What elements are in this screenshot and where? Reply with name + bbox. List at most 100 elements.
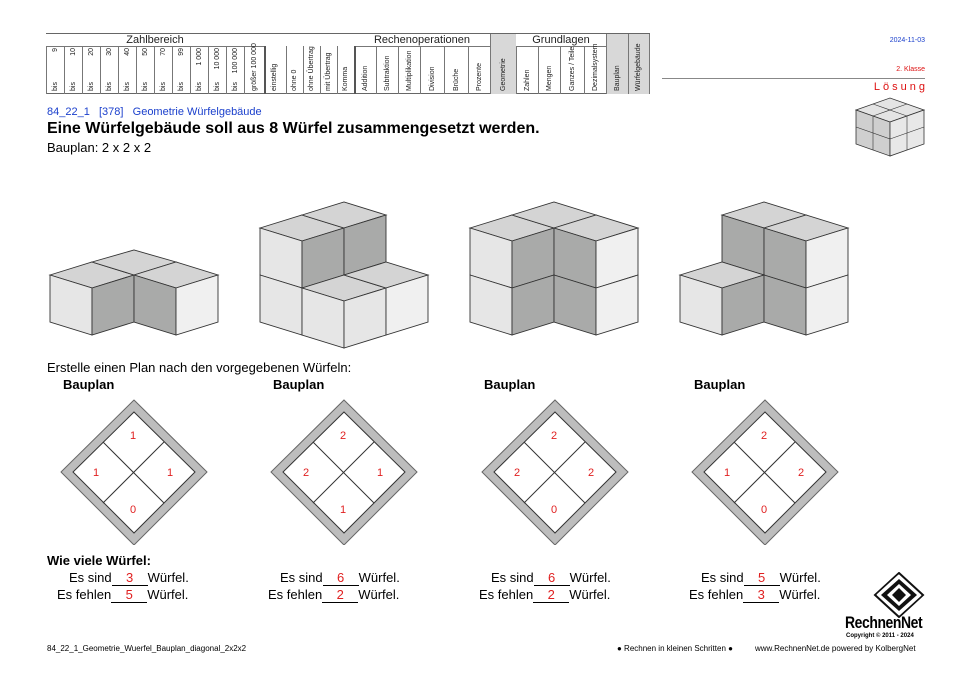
- zb-bis: bis: [51, 82, 59, 91]
- col-mengen: Mengen: [545, 65, 553, 91]
- plan-label-1: Bauplan: [63, 377, 115, 392]
- plan2-left: 2: [303, 467, 310, 479]
- plan3-bottom: 0: [551, 504, 558, 516]
- answer-field[interactable]: 6: [533, 570, 570, 586]
- col-wuerfelgebaeude: Würfelgebäude: [635, 43, 642, 91]
- copyright: Copyright © 2011 - 2024: [846, 633, 914, 639]
- cube-figure-4: [678, 201, 850, 336]
- plan4-left: 1: [724, 467, 731, 479]
- col-prozente: Prozente: [475, 62, 483, 91]
- unit: Würfel.: [358, 587, 400, 602]
- zb-bis: bis: [195, 82, 203, 91]
- answer-field[interactable]: 2: [322, 587, 359, 603]
- col-brueche: Brüche: [452, 68, 460, 91]
- answer-field[interactable]: 3: [743, 587, 780, 603]
- col-zahlen: Zahlen: [523, 69, 531, 91]
- col-geometrie: Geometrie: [499, 58, 507, 91]
- cube-thumbnail: [854, 96, 926, 158]
- answer-field[interactable]: 5: [111, 587, 148, 603]
- task-number: [378]: [99, 106, 124, 118]
- question: Wie viele Würfel:: [47, 553, 151, 568]
- col-addition: Addition: [362, 65, 369, 91]
- answer-missing-4: Es fehlen 3 Würfel.: [689, 587, 820, 603]
- task-meta: 84_22_1 [378] Geometrie Würfelgebäude: [47, 106, 262, 118]
- plan-label-2: Bauplan: [273, 377, 325, 392]
- answer-missing-3: Es fehlen 2 Würfel.: [479, 587, 610, 603]
- cube-figure-1: [48, 249, 220, 336]
- group-grundlagen: Grundlagen: [532, 34, 590, 46]
- answer-missing-1: Es fehlen 5 Würfel.: [57, 587, 188, 603]
- answer-field[interactable]: 6: [322, 570, 359, 586]
- unit: Würfel.: [779, 587, 821, 602]
- footer-site-link[interactable]: www.RechnenNet.de powered by KolbergNet: [755, 644, 916, 653]
- answer-field[interactable]: 3: [111, 570, 148, 586]
- missing-label: Es fehlen: [689, 587, 744, 602]
- plan3-right: 2: [588, 467, 595, 479]
- zb-bis: bis: [159, 82, 167, 91]
- plan1-left: 1: [93, 467, 100, 479]
- cube-figure-2: [258, 201, 430, 349]
- unit: Würfel.: [569, 587, 611, 602]
- answer-field[interactable]: 2: [533, 587, 570, 603]
- plan2-right: 1: [377, 467, 384, 479]
- brand-name: RechnenNet: [845, 613, 923, 632]
- col-mit-uebertrag: mit Übertrag: [325, 52, 332, 91]
- answer-field[interactable]: 5: [743, 570, 780, 586]
- col-multiplikation: Multiplikation: [405, 50, 413, 91]
- solution-label: Lösung: [873, 81, 928, 93]
- task-plan: Bauplan: 2 x 2 x 2: [47, 140, 152, 155]
- missing-label: Es fehlen: [479, 587, 534, 602]
- zb-groesser: größer 100 000: [250, 43, 258, 91]
- zb-bis: bis: [69, 82, 77, 91]
- footer-slogan: ● Rechnen in kleinen Schritten ●: [617, 644, 733, 653]
- are-label: Es sind: [280, 570, 323, 585]
- plan-diamond-2: [270, 399, 418, 545]
- group-zahlbereich: Zahlbereich: [126, 34, 184, 46]
- zb-bis: bis: [141, 82, 149, 91]
- col-komma: Komma: [342, 66, 349, 91]
- task-title: Eine Würfelgebäude soll aus 8 Würfel zus…: [47, 120, 540, 137]
- zb-bis: bis: [231, 82, 239, 91]
- task-topic: Geometrie Würfelgebäude: [132, 106, 262, 118]
- zb-bis: bis: [123, 82, 131, 91]
- col-subtraktion: Subtraktion: [383, 55, 391, 91]
- task-code: 84_22_1: [47, 106, 90, 118]
- date: 2024-11-03: [889, 37, 925, 44]
- plan-diamond-3: [481, 399, 629, 545]
- are-label: Es sind: [491, 570, 534, 585]
- header-rule: [662, 78, 925, 79]
- plan1-right: 1: [167, 467, 174, 479]
- unit: Würfel.: [779, 570, 821, 585]
- answer-are-3: Es sind 6 Würfel.: [491, 570, 611, 586]
- plan-diamond-1: [60, 399, 208, 545]
- plan-label-3: Bauplan: [484, 377, 536, 392]
- are-label: Es sind: [701, 570, 744, 585]
- rechnennet-logo-icon: [873, 571, 925, 619]
- zb-bis: bis: [87, 82, 95, 91]
- missing-label: Es fehlen: [57, 587, 112, 602]
- plan-label-4: Bauplan: [694, 377, 746, 392]
- answer-are-4: Es sind 5 Würfel.: [701, 570, 821, 586]
- col-dezimalsystem: Dezimalsystem: [591, 43, 599, 91]
- plan4-top: 2: [761, 430, 768, 442]
- zb-bis: bis: [177, 82, 185, 91]
- col-division: Division: [428, 66, 436, 91]
- answer-missing-2: Es fehlen 2 Würfel.: [268, 587, 399, 603]
- zb-bis: bis: [213, 82, 221, 91]
- plan2-bottom: 1: [340, 504, 347, 516]
- cube-figures: .f{stroke:#333;stroke-width:0.9;} .top{f…: [48, 201, 850, 349]
- answer-are-1: Es sind 3 Würfel.: [69, 570, 189, 586]
- plan-diamond-4: [691, 399, 839, 545]
- unit: Würfel.: [358, 570, 400, 585]
- plan-diamonds: [60, 399, 839, 545]
- plan1-top: 1: [130, 430, 137, 442]
- plan2-top: 2: [340, 430, 347, 442]
- plan3-left: 2: [514, 467, 521, 479]
- missing-label: Es fehlen: [268, 587, 323, 602]
- footer-filename: 84_22_1_Geometrie_Wuerfel_Bauplan_diagon…: [47, 644, 247, 653]
- col-ohne-uebertrag: ohne Übertrag: [308, 46, 315, 91]
- answer-are-2: Es sind 6 Würfel.: [280, 570, 400, 586]
- grade: 2. Klasse: [896, 66, 925, 73]
- group-rechenoperationen: Rechenoperationen: [373, 34, 471, 46]
- col-ganzes-teile: Ganzes / Teile: [568, 46, 576, 91]
